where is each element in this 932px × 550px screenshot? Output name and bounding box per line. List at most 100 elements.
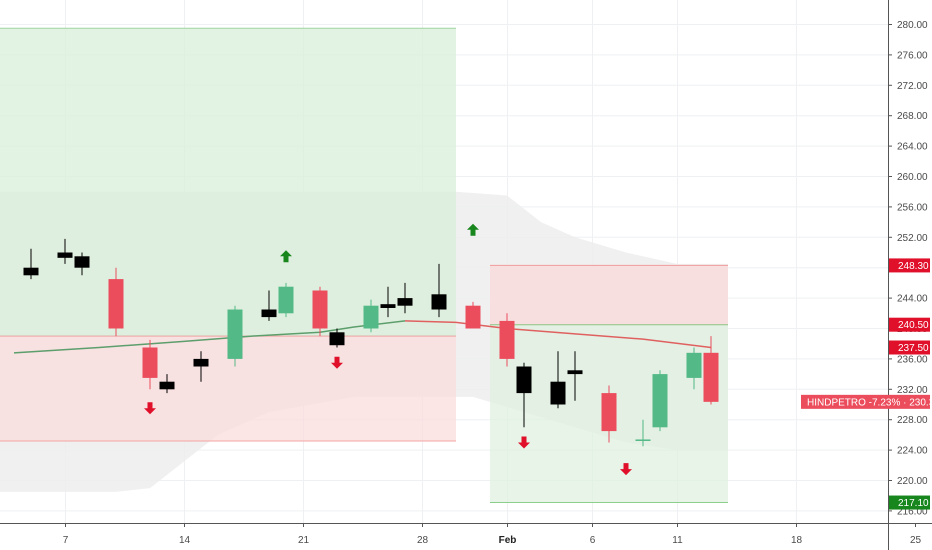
candle-body [499, 320, 515, 359]
arrow-up-icon [280, 250, 292, 263]
x-tick-label: 25 [910, 535, 922, 546]
y-tick-label: 220.00 [897, 476, 928, 487]
candle-body [567, 370, 583, 375]
zone-boxes [0, 27, 728, 504]
candle-body [142, 347, 158, 378]
candle-22 [635, 419, 651, 447]
price-badge-bg [889, 495, 930, 510]
symbol-label: HINDPETRO -7.23% · 230.35 [807, 397, 932, 408]
y-tick-label: 232.00 [897, 385, 928, 396]
y-tick-label: 244.00 [897, 294, 928, 305]
candle-body [431, 294, 447, 310]
candle-body [652, 374, 668, 428]
candle-13 [380, 286, 396, 318]
arrow-down-icon [620, 463, 632, 476]
candle-body [363, 305, 379, 329]
candle-5 [159, 374, 175, 394]
candle-body [57, 252, 73, 258]
candle-9 [278, 282, 294, 318]
price-badge-label: 240.50 [898, 320, 929, 331]
candle-7 [227, 305, 243, 367]
candles [23, 238, 719, 447]
candle-24 [686, 347, 702, 390]
moving-average-line [13, 320, 712, 354]
arrow-down-icon [518, 436, 530, 449]
candle-23 [652, 370, 668, 432]
y-tick-label: 276.00 [897, 50, 928, 61]
candle-20 [567, 351, 583, 401]
candle-11 [329, 328, 345, 348]
candle-body [108, 279, 124, 329]
symbol-badge-bg [801, 394, 930, 409]
candle-8 [261, 290, 277, 321]
y-tick-label: 216.00 [897, 506, 928, 517]
y-tick-label: 228.00 [897, 415, 928, 426]
x-tick-label: 18 [791, 535, 803, 546]
y-tick-label: 272.00 [897, 81, 928, 92]
x-tick-label: 11 [672, 535, 683, 546]
candle-18 [516, 362, 532, 428]
candle-body [159, 381, 175, 390]
candle-body [227, 309, 243, 359]
y-tick-label: 260.00 [897, 172, 928, 183]
price-badge-bg [889, 340, 930, 355]
candle-body [686, 352, 702, 378]
candle-19 [550, 351, 566, 409]
y-tick-label: 256.00 [897, 202, 928, 213]
moving-average-down [404, 320, 712, 349]
candle-16 [465, 301, 481, 329]
candle-body [74, 256, 90, 268]
candle-body [312, 290, 328, 329]
candle-body [193, 358, 209, 367]
candle-21 [601, 385, 617, 443]
candle-2 [74, 252, 90, 276]
symbol-badge: HINDPETRO -7.23% · 230.35 [801, 394, 932, 409]
candle-3 [108, 267, 124, 337]
candle-body [261, 309, 277, 318]
signal-arrows [144, 223, 632, 476]
candle-body [23, 267, 39, 276]
y-tick-label: 224.00 [897, 446, 928, 457]
candle-body [278, 286, 294, 314]
x-tick-label: Feb [499, 535, 517, 546]
candle-17 [499, 313, 515, 367]
candle-body [601, 393, 617, 432]
candle-body [465, 305, 481, 329]
arrow-down-icon [331, 356, 343, 369]
x-tick-label: 14 [179, 535, 191, 546]
candle-body [550, 381, 566, 405]
zone-box-0 [0, 28, 456, 337]
price-badge-label: 248.30 [898, 261, 929, 272]
y-tick-label: 268.00 [897, 111, 928, 122]
candle-body [380, 304, 396, 308]
price-badge-label: 217.10 [898, 498, 929, 509]
y-tick-label: 236.00 [897, 354, 928, 365]
y-tick-label: 280.00 [897, 20, 928, 31]
arrow-down-icon [144, 402, 156, 415]
candle-body [397, 298, 413, 306]
x-tick-label: 21 [298, 535, 310, 546]
x-tick-label: 6 [590, 535, 596, 546]
candle-body [703, 352, 719, 402]
candle-body [329, 332, 345, 346]
candle-6 [193, 351, 209, 382]
y-tick-label: 252.00 [897, 233, 928, 244]
zone-box-2 [490, 265, 728, 325]
price-badge-bg [889, 317, 930, 332]
price-badge-bg [889, 258, 930, 273]
candle-body [516, 366, 532, 394]
candle-4 [142, 339, 158, 390]
time-axis-bg [0, 523, 932, 550]
x-tick-label: 7 [63, 535, 69, 546]
candle-12 [363, 299, 379, 333]
arrow-up-icon [467, 223, 479, 236]
candle-10 [312, 286, 328, 337]
candle-body [635, 439, 651, 441]
x-tick-label: 28 [417, 535, 429, 546]
candle-15 [431, 263, 447, 318]
moving-average-up [13, 320, 406, 354]
price-badges: 248.30 240.50 237.50 217.10 [889, 258, 930, 510]
candle-14 [397, 282, 413, 314]
